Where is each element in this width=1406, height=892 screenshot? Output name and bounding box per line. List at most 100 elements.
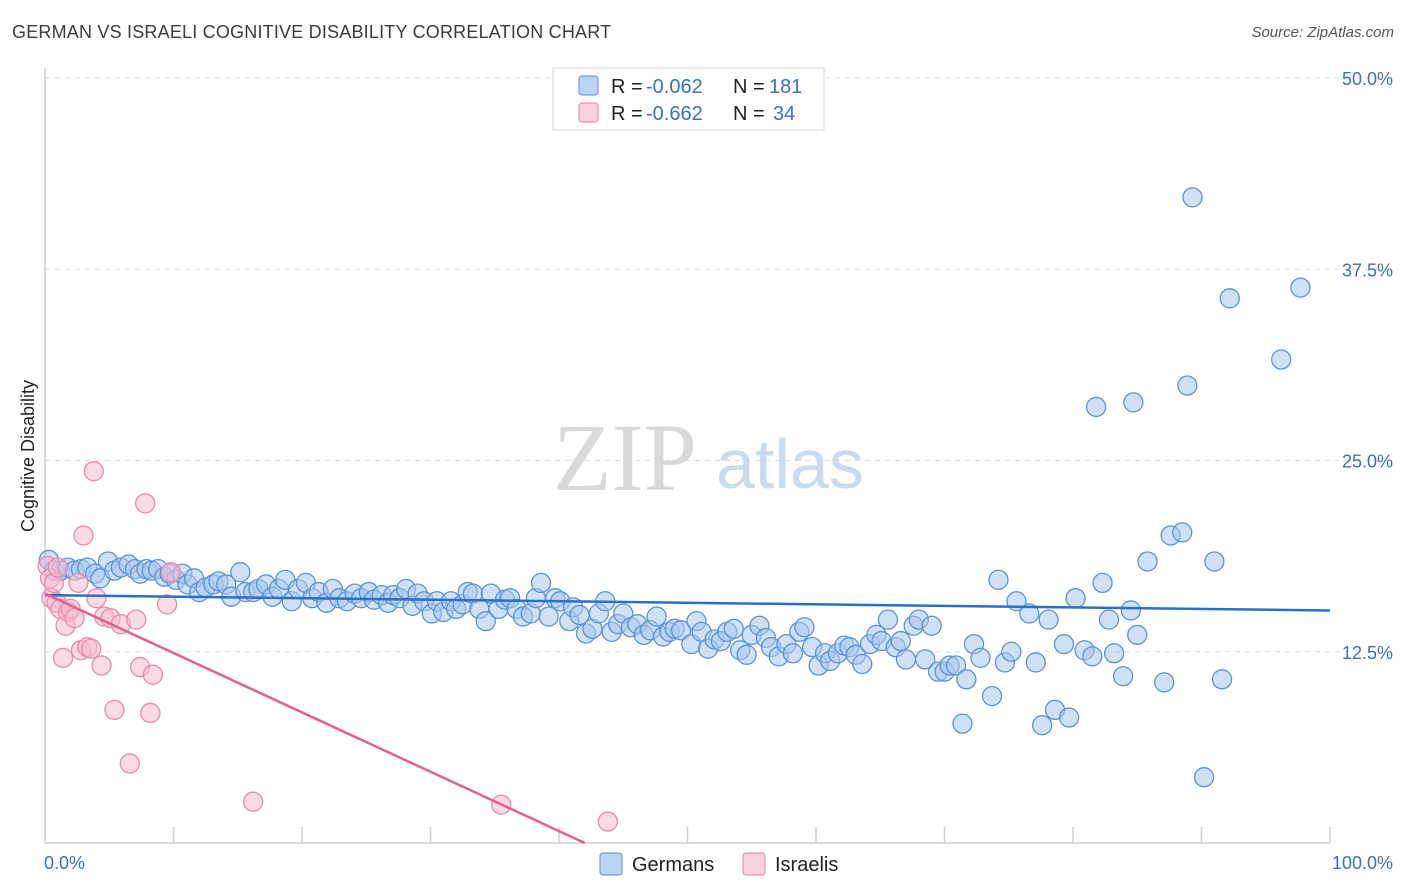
israeli-point: [160, 562, 182, 583]
y-tick-label: 37.5%: [1342, 260, 1393, 280]
german-point: [794, 617, 815, 638]
german-point: [1154, 672, 1175, 693]
german-point: [723, 618, 744, 639]
german-point: [1290, 277, 1311, 298]
israeli-point: [135, 493, 156, 514]
german-point: [1019, 603, 1040, 624]
german-point: [1103, 643, 1125, 664]
german-point: [921, 615, 942, 636]
german-point: [1058, 707, 1080, 728]
german-point: [1092, 572, 1113, 594]
german-point: [890, 630, 911, 652]
german-point: [1065, 588, 1086, 609]
german-point: [1172, 522, 1193, 543]
german-point: [1025, 652, 1046, 673]
trend-lines: [44, 592, 1331, 845]
watermark-atlas: atlas: [716, 425, 864, 503]
israeli-point: [156, 594, 178, 615]
watermark-zip: ZIP: [553, 404, 697, 511]
x-tick-label-max: 100.0%: [1332, 853, 1393, 873]
gridlines: [45, 77, 1393, 653]
german-point: [1182, 187, 1203, 208]
legend-germans-label: Germans: [632, 854, 714, 876]
german-point: [1098, 609, 1120, 630]
german-point: [1112, 666, 1134, 687]
israeli-point: [140, 702, 161, 724]
german-point: [736, 644, 757, 665]
israeli-point: [52, 647, 74, 669]
y-axis-title: Cognitive Disability: [18, 380, 38, 532]
german-point: [230, 562, 251, 583]
german-point: [646, 606, 667, 627]
israeli-point: [597, 811, 618, 832]
israeli-point: [86, 588, 107, 609]
german-point: [877, 609, 899, 630]
israeli-point: [83, 461, 104, 482]
german-point: [1123, 392, 1144, 413]
germans-n-value: 181: [769, 76, 802, 98]
israeli-point: [126, 609, 147, 630]
german-point: [981, 685, 1003, 707]
legend-israelis-label: Israelis: [775, 854, 838, 876]
series-legend: Germans Israelis: [599, 852, 838, 876]
german-point: [1085, 396, 1107, 418]
israeli-point: [68, 572, 89, 594]
israeli-point: [243, 791, 264, 812]
germans-r-value: -0.062: [646, 76, 703, 98]
israelis-swatch: [578, 102, 599, 123]
german-point: [1211, 669, 1233, 690]
german-point: [475, 611, 496, 632]
israelis-n-label: N =: [733, 103, 765, 125]
german-point: [1137, 551, 1158, 572]
israeli-point: [81, 638, 102, 659]
german-point: [852, 653, 873, 675]
y-tick-label: 12.5%: [1342, 643, 1393, 663]
german-point: [970, 647, 991, 669]
y-tick-labels: 12.5% 25.0% 37.5% 50.0%: [1342, 69, 1393, 663]
israelis-n-value: 34: [773, 103, 795, 125]
german-point: [1120, 600, 1141, 621]
chart-title: GERMAN VS ISRAELI COGNITIVE DISABILITY C…: [12, 22, 612, 42]
israeli-point: [73, 525, 94, 546]
german-point: [1219, 288, 1240, 309]
legend-israelis-swatch: [742, 852, 766, 876]
german-point: [1204, 551, 1225, 572]
israelis-r-label: R =: [611, 103, 643, 125]
source-credit: Source: ZipAtlas.com: [1251, 24, 1394, 41]
german-point: [945, 655, 967, 676]
german-point: [782, 643, 804, 664]
israelis-trend-line: [44, 592, 586, 845]
german-point: [538, 606, 559, 627]
x-ticks: [172, 827, 1331, 843]
german-point: [1271, 349, 1292, 370]
german-point: [1193, 767, 1215, 788]
israeli-point: [119, 753, 140, 774]
x-tick-label-min: 0.0%: [44, 853, 85, 873]
israeli-point: [142, 664, 164, 685]
german-point: [952, 713, 973, 734]
german-point: [1001, 641, 1022, 662]
y-tick-label: 50.0%: [1342, 69, 1393, 89]
germans-n-label: N =: [733, 76, 765, 98]
german-point: [1082, 646, 1103, 667]
german-point: [1032, 715, 1053, 736]
german-point: [1053, 633, 1075, 655]
germans-trend-line: [44, 593, 1331, 612]
israeli-point: [91, 655, 112, 676]
german-point: [670, 620, 692, 641]
germans-swatch: [578, 75, 599, 96]
israelis-r-value: -0.662: [646, 103, 703, 125]
israeli-point: [104, 699, 125, 721]
german-point: [988, 569, 1009, 590]
israeli-point: [47, 557, 68, 578]
stats-legend: R = -0.062 N = 181 R = -0.662 N = 34: [552, 67, 825, 131]
german-point: [530, 572, 552, 594]
legend-germans-swatch: [599, 852, 623, 876]
y-tick-label: 25.0%: [1342, 452, 1393, 472]
german-point: [1038, 609, 1059, 630]
german-point: [1127, 624, 1148, 646]
germans-r-label: R =: [611, 76, 643, 98]
german-point: [1177, 375, 1198, 396]
israelis-points: [37, 461, 618, 832]
german-point: [895, 649, 917, 670]
